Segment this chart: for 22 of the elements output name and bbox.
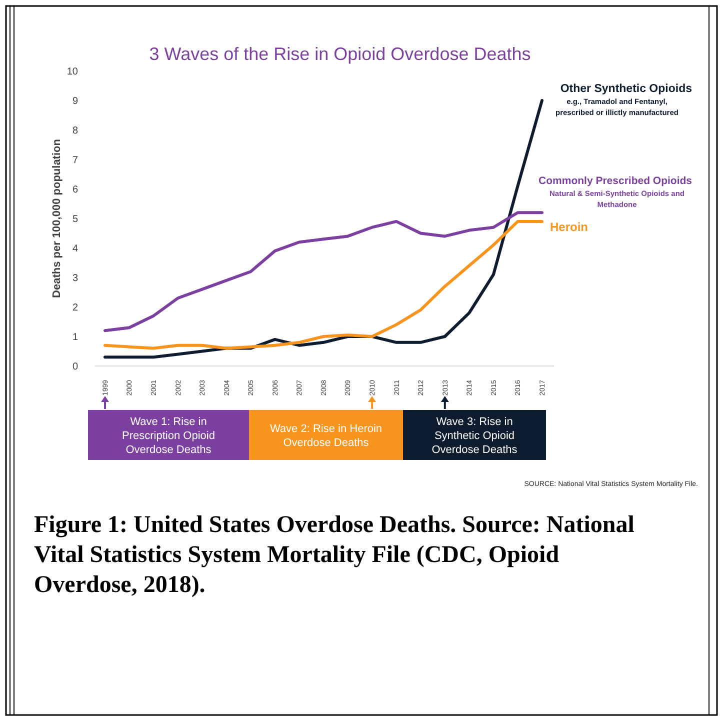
text: Wave 1: Rise in Prescription Opioid Overdose Deaths (122, 416, 215, 456)
y-tick-label: 5 (72, 214, 78, 225)
series-label: Other Synthetic Opioids (560, 83, 692, 95)
caption: Figure 1: United States Overdose Deaths. Source: National Vital Statistics System Mortality File (CDC, Opioid Overdose, 2018). (34, 512, 635, 598)
text: Wave 2: Rise in Heroin Overdose Deaths (270, 422, 382, 449)
y-tick-label: 6 (72, 184, 78, 196)
line-series (104, 220, 544, 350)
y-tick-label: 3 (72, 273, 78, 284)
y-tick-label: 9 (72, 96, 78, 107)
y-tick-label: 4 (72, 244, 78, 254)
text: Commonly Prescribed Opioids (538, 175, 692, 187)
y-tick-label: 7 (72, 155, 78, 166)
y-axis-title: Deaths per 100,000 population (51, 138, 63, 298)
series-label: Heroin (550, 220, 588, 234)
y-tick-label: 2 (72, 302, 78, 314)
y-tick-label: 1 (72, 332, 78, 343)
chart-title: 3 Waves of the Rise in Opioid Overdose Deaths (149, 44, 531, 64)
y-tick-label: 0 (72, 362, 78, 372)
line-series (104, 211, 544, 332)
y-tick-label: 10 (66, 66, 78, 78)
y-tick-label: 8 (72, 126, 78, 136)
text: Wave 3: Rise in Synthetic Opioid Overdose Deaths (432, 416, 518, 456)
